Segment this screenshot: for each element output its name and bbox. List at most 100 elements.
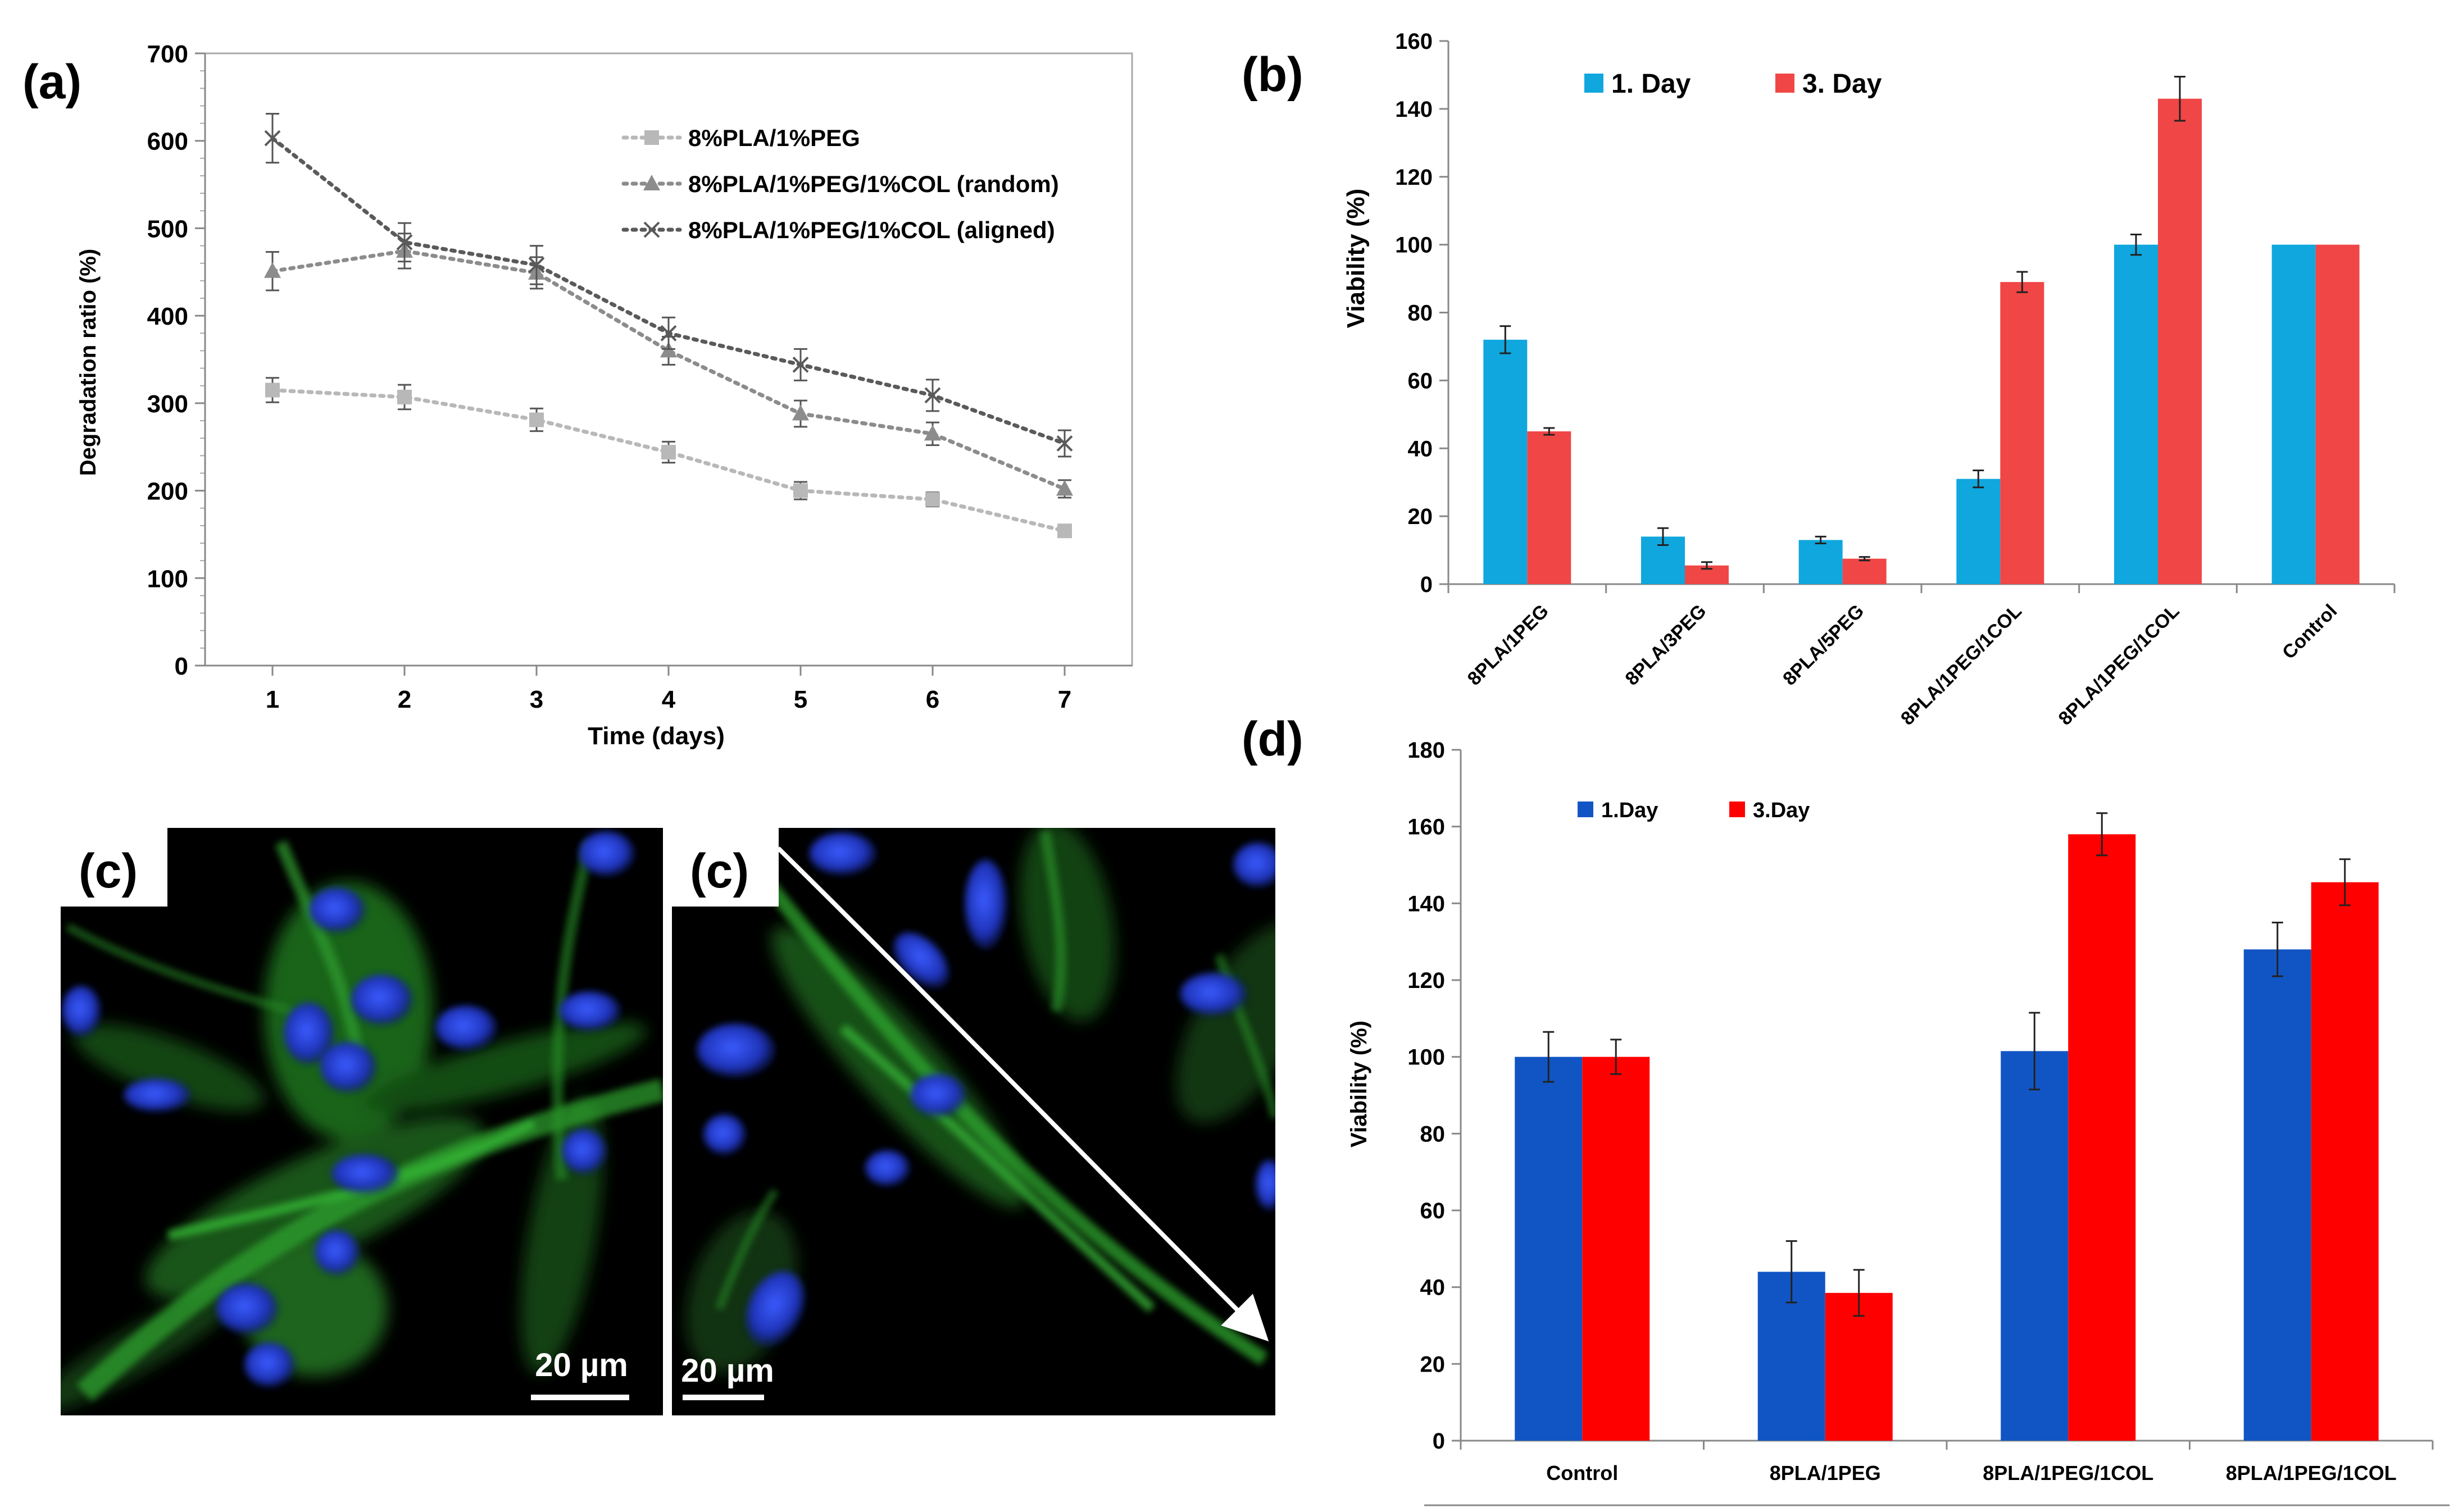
- error-bar: [2271, 922, 2283, 977]
- error-bar: [1499, 325, 1511, 354]
- y-tick-label-a: 200: [147, 478, 188, 505]
- panel-label-box-c2: [672, 828, 779, 907]
- legend-label: 1. Day: [1611, 69, 1691, 99]
- legend-marker-a: [643, 175, 660, 190]
- marker-stroke: [924, 387, 941, 404]
- y-tick-label: 60: [1420, 1199, 1446, 1223]
- legend-swatch: [1729, 801, 1745, 817]
- y-tick-label: 0: [1420, 572, 1433, 597]
- error-bar: [1858, 556, 1870, 562]
- error-bar: [2339, 858, 2351, 907]
- y-tick-label: 160: [1407, 815, 1445, 840]
- alignment-arrow: [776, 846, 1269, 1342]
- legend-marker-a: [643, 221, 660, 238]
- micrograph-random: (c) 20 µm: [61, 828, 663, 1415]
- y-tick-label-a: 600: [147, 128, 188, 156]
- y-tick-label: 120: [1395, 165, 1433, 190]
- error-bar: [1543, 1031, 1555, 1083]
- y-tick-label-a: 400: [147, 303, 188, 330]
- x-tick-label-a: 4: [662, 686, 676, 713]
- legend-swatch: [1775, 74, 1794, 93]
- y-tick-label: 100: [1407, 1045, 1445, 1070]
- bar: [2243, 949, 2311, 1441]
- bar: [2000, 282, 2044, 584]
- error-bar: [1701, 561, 1712, 570]
- data-point-a: [924, 425, 941, 441]
- data-point-a: [528, 257, 545, 274]
- cells-image-random: [61, 831, 663, 1413]
- x-tick-label: Control: [2278, 600, 2341, 663]
- marker-stroke: [660, 325, 677, 341]
- x-tick-label-a: 7: [1058, 686, 1071, 713]
- data-point-a: [1057, 523, 1072, 539]
- x-tick-label: 8PLA/5PEG: [1779, 600, 1868, 690]
- x-tick-label: 8PLA/1PEG/1COL: [1983, 1461, 2153, 1484]
- data-point-a: [661, 445, 676, 460]
- data-point-a: [924, 387, 941, 404]
- bar: [2271, 244, 2316, 584]
- scale-bar-label-c2: 20 µm: [681, 1352, 774, 1389]
- x-tick-label: 8PLA/1PEG/1COL: [2226, 1461, 2397, 1484]
- bar: [2315, 244, 2360, 584]
- x-tick-label-a: 6: [926, 686, 939, 713]
- x-tick-label: 8PLA/1PEG: [1464, 600, 1553, 690]
- y-tick-label: 80: [1408, 301, 1433, 326]
- y-tick-label: 140: [1407, 891, 1445, 916]
- legend-swatch: [1578, 801, 1593, 817]
- data-point-a: [529, 412, 544, 427]
- x-tick-label: Control: [1546, 1461, 1618, 1484]
- legend-label-a: 8%PLA/1%PEG: [688, 125, 860, 151]
- y-axis-label-a: Degradation ratio (%): [76, 249, 101, 476]
- legend-label-a: 8%PLA/1%PEG/1%COL (aligned): [688, 217, 1055, 243]
- y-tick-label-a: 100: [147, 565, 188, 593]
- panel-label-d: (d): [1242, 712, 1303, 766]
- y-tick-label: 180: [1407, 738, 1445, 763]
- x-tick-label-a: 2: [398, 686, 411, 713]
- error-bar: [2174, 75, 2185, 122]
- marker-stroke: [528, 257, 545, 274]
- bar: [1483, 339, 1528, 584]
- data-point-a: [396, 234, 413, 251]
- bar: [1515, 1056, 1583, 1441]
- legend-marker-a: [644, 130, 659, 145]
- y-tick-label: 20: [1408, 504, 1433, 529]
- error-bar: [2096, 812, 2108, 857]
- data-point-a: [265, 382, 280, 398]
- y-tick-label: 120: [1407, 968, 1445, 993]
- error-bar: [2130, 233, 2142, 256]
- chart-a: (a) 0 100 200 300 400 500 600 700 1 2 3 4 5 6 7 8%PLA/…: [22, 40, 1133, 750]
- bar: [1825, 1292, 1893, 1441]
- x-tick-label-a: 1: [266, 686, 279, 713]
- marker-stroke: [264, 130, 281, 147]
- cells-image-aligned: [686, 828, 1275, 1373]
- bar: [2158, 98, 2202, 584]
- data-point-a: [660, 325, 677, 341]
- scale-bar-label-c1: 20 µm: [535, 1347, 628, 1383]
- bar: [2114, 244, 2158, 584]
- y-tick-label: 60: [1408, 368, 1433, 393]
- bar: [1798, 540, 1843, 584]
- error-bar: [2016, 271, 2028, 293]
- data-point-a: [264, 130, 281, 147]
- x-tick-label: 8PLA/3PEG: [1621, 600, 1711, 690]
- y-tick-label: 160: [1395, 29, 1433, 54]
- panel-label-c2: (c): [690, 844, 749, 898]
- bar: [2068, 834, 2136, 1441]
- panel-label-box-c1: [61, 828, 167, 907]
- x-tick-label-a: 5: [794, 686, 807, 713]
- data-point-a: [792, 356, 809, 373]
- bar: [1842, 558, 1887, 584]
- y-tick-label: 100: [1395, 233, 1433, 258]
- bar: [2001, 1051, 2069, 1441]
- error-bar: [1543, 427, 1555, 436]
- y-tick-label: 40: [1408, 436, 1433, 461]
- chart-d: (d) Viability (%) 0 20 40 60 80 100 120 140 160 1…: [1242, 712, 2450, 1506]
- x-tick-label: 8PLA/1PEG/1COL: [1897, 600, 2026, 730]
- data-point-a: [793, 483, 808, 498]
- legend-label: 1.Day: [1601, 799, 1658, 822]
- legend-swatch: [1584, 74, 1603, 93]
- error-bar: [1973, 470, 1984, 489]
- x-tick-label: 8PLA/1PEG/1COL: [2055, 600, 2184, 730]
- y-tick-label-a: 300: [147, 390, 188, 418]
